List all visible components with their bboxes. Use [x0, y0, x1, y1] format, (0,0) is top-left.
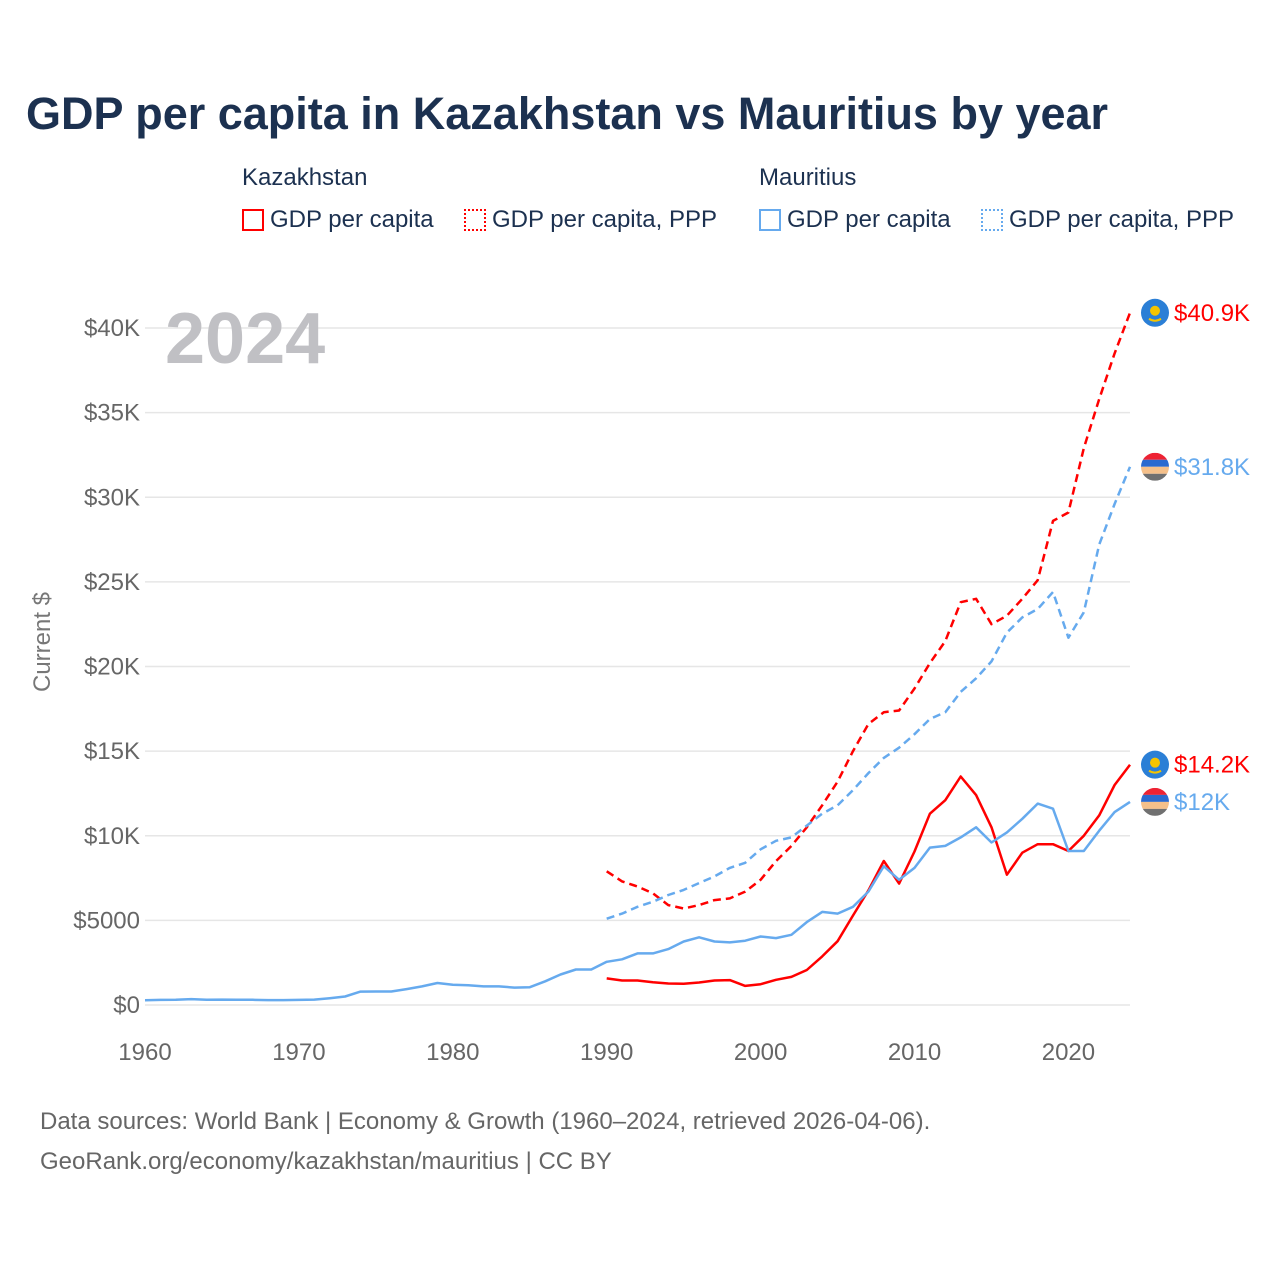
x-tick-label: 1990	[580, 1039, 633, 1066]
y-tick-label: $40K	[84, 315, 140, 342]
legend-mau-gdp[interactable]: GDP per capita	[759, 206, 951, 234]
y-tick-label: $15K	[84, 738, 140, 765]
mauritius-flag-icon	[1141, 787, 1169, 816]
legend-label: GDP per capita, PPP	[492, 206, 717, 233]
y-tick-label: $10K	[84, 823, 140, 850]
legend-swatch	[981, 209, 1003, 231]
chart-title: GDP per capita in Kazakhstan vs Mauritiu…	[26, 88, 1109, 139]
y-tick-label: $5000	[73, 907, 140, 934]
year-watermark: 2024	[165, 299, 325, 379]
series-line-kazakhstan-ppp[interactable]	[606, 312, 1132, 910]
series-line-mauritius-gdp[interactable]	[144, 800, 1131, 1002]
legend-swatch	[759, 209, 781, 231]
y-tick-label: $20K	[84, 654, 140, 681]
x-tick-label: 2020	[1042, 1039, 1095, 1066]
x-tick-label: 2000	[734, 1039, 787, 1066]
y-tick-label: $30K	[84, 484, 140, 511]
kazakhstan-flag-icon	[1141, 750, 1169, 779]
y-tick-label: $35K	[84, 400, 140, 427]
y-axis-label: Current $	[29, 592, 56, 692]
legend-group-kazakhstan: Kazakhstan	[242, 164, 368, 191]
legend-kaz-gdp[interactable]: GDP per capita	[242, 206, 434, 234]
x-tick-label: 1960	[118, 1039, 171, 1066]
x-tick-label: 2010	[888, 1039, 941, 1066]
legend-swatch	[464, 209, 486, 231]
end-value-label: $31.8K	[1174, 454, 1250, 481]
x-tick-label: 1980	[426, 1039, 479, 1066]
y-tick-label: $25K	[84, 569, 140, 596]
legend-label: GDP per capita	[787, 206, 951, 233]
legend-mau-ppp[interactable]: GDP per capita, PPP	[981, 206, 1234, 234]
source-line-1: Data sources: World Bank | Economy & Gro…	[40, 1108, 931, 1135]
line-chart: $0 $5000 $10K $15K $20K $25K $30K $35K $40K 1960 1…	[29, 298, 1250, 1066]
x-tick-label: 1970	[272, 1039, 325, 1066]
series-line-mauritius-ppp[interactable]	[606, 466, 1132, 920]
legend-group-mauritius: Mauritius	[759, 164, 857, 191]
kazakhstan-flag-icon	[1141, 298, 1169, 327]
legend-kaz-ppp[interactable]: GDP per capita, PPP	[464, 206, 717, 234]
end-value-label: $40.9K	[1174, 300, 1250, 327]
series-line-kazakhstan-gdp[interactable]	[606, 763, 1131, 988]
mauritius-flag-icon	[1141, 452, 1169, 481]
end-value-label: $12K	[1174, 789, 1230, 816]
legend-label: GDP per capita, PPP	[1009, 206, 1234, 233]
legend-label: GDP per capita	[270, 206, 434, 233]
end-value-label: $14.2K	[1174, 752, 1250, 779]
y-tick-label: $0	[113, 992, 140, 1019]
legend-swatch	[242, 209, 264, 231]
source-line-2[interactable]: GeoRank.org/economy/kazakhstan/mauritius…	[40, 1148, 612, 1175]
